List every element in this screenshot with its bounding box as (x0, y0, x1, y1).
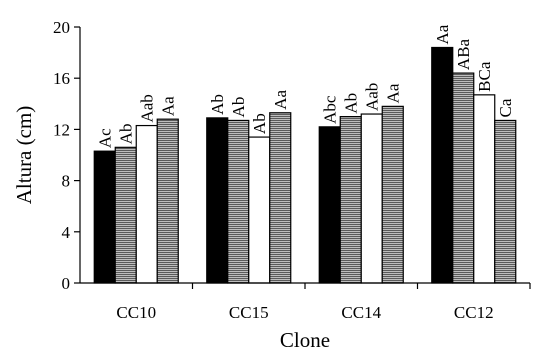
bar (206, 117, 229, 284)
x-axis-title: Clone (280, 328, 330, 352)
bar-data-label: Ab (229, 97, 248, 118)
bar (227, 119, 250, 284)
bar (114, 146, 137, 284)
bar (381, 105, 404, 284)
y-axis-title: Altura (cm) (12, 106, 36, 205)
bar-data-label: Aa (271, 89, 290, 109)
x-tick-label: CC15 (229, 303, 269, 322)
y-tick-label: 20 (53, 18, 70, 37)
bar-data-label: Ab (117, 124, 136, 145)
bar (473, 94, 496, 284)
bar-data-label: Ac (96, 128, 115, 148)
bar-data-label: Ab (250, 113, 269, 134)
bar-data-label: Aab (363, 83, 382, 111)
bar (135, 124, 158, 284)
bar (318, 126, 341, 284)
y-tick-label: 0 (62, 274, 71, 293)
bar-data-label: Ca (496, 98, 515, 117)
bar-data-label: ABa (454, 38, 473, 70)
bar (93, 150, 116, 284)
bar-data-label: Ab (208, 94, 227, 115)
bar (269, 112, 292, 284)
bar (431, 46, 454, 284)
bar (156, 118, 179, 284)
bar-data-label: Aab (138, 94, 157, 122)
bar-data-label: BCa (475, 61, 494, 92)
bar (452, 72, 475, 284)
x-tick-label: CC10 (116, 303, 156, 322)
bar (248, 136, 271, 284)
bar (339, 115, 362, 284)
bar-data-label: Aa (433, 24, 452, 44)
x-tick-label: CC12 (454, 303, 494, 322)
y-tick-label: 12 (53, 120, 70, 139)
y-tick-label: 16 (53, 69, 70, 88)
y-tick-label: 4 (62, 223, 71, 242)
y-tick-label: 8 (62, 172, 71, 191)
x-tick-label: CC14 (341, 303, 381, 322)
bar-data-label: Aa (384, 83, 403, 103)
bar (360, 113, 383, 284)
bar-data-label: Ab (342, 93, 361, 114)
bar (494, 119, 517, 284)
bar-data-label: Abc (321, 95, 340, 124)
bar-data-label: Aa (159, 96, 178, 116)
